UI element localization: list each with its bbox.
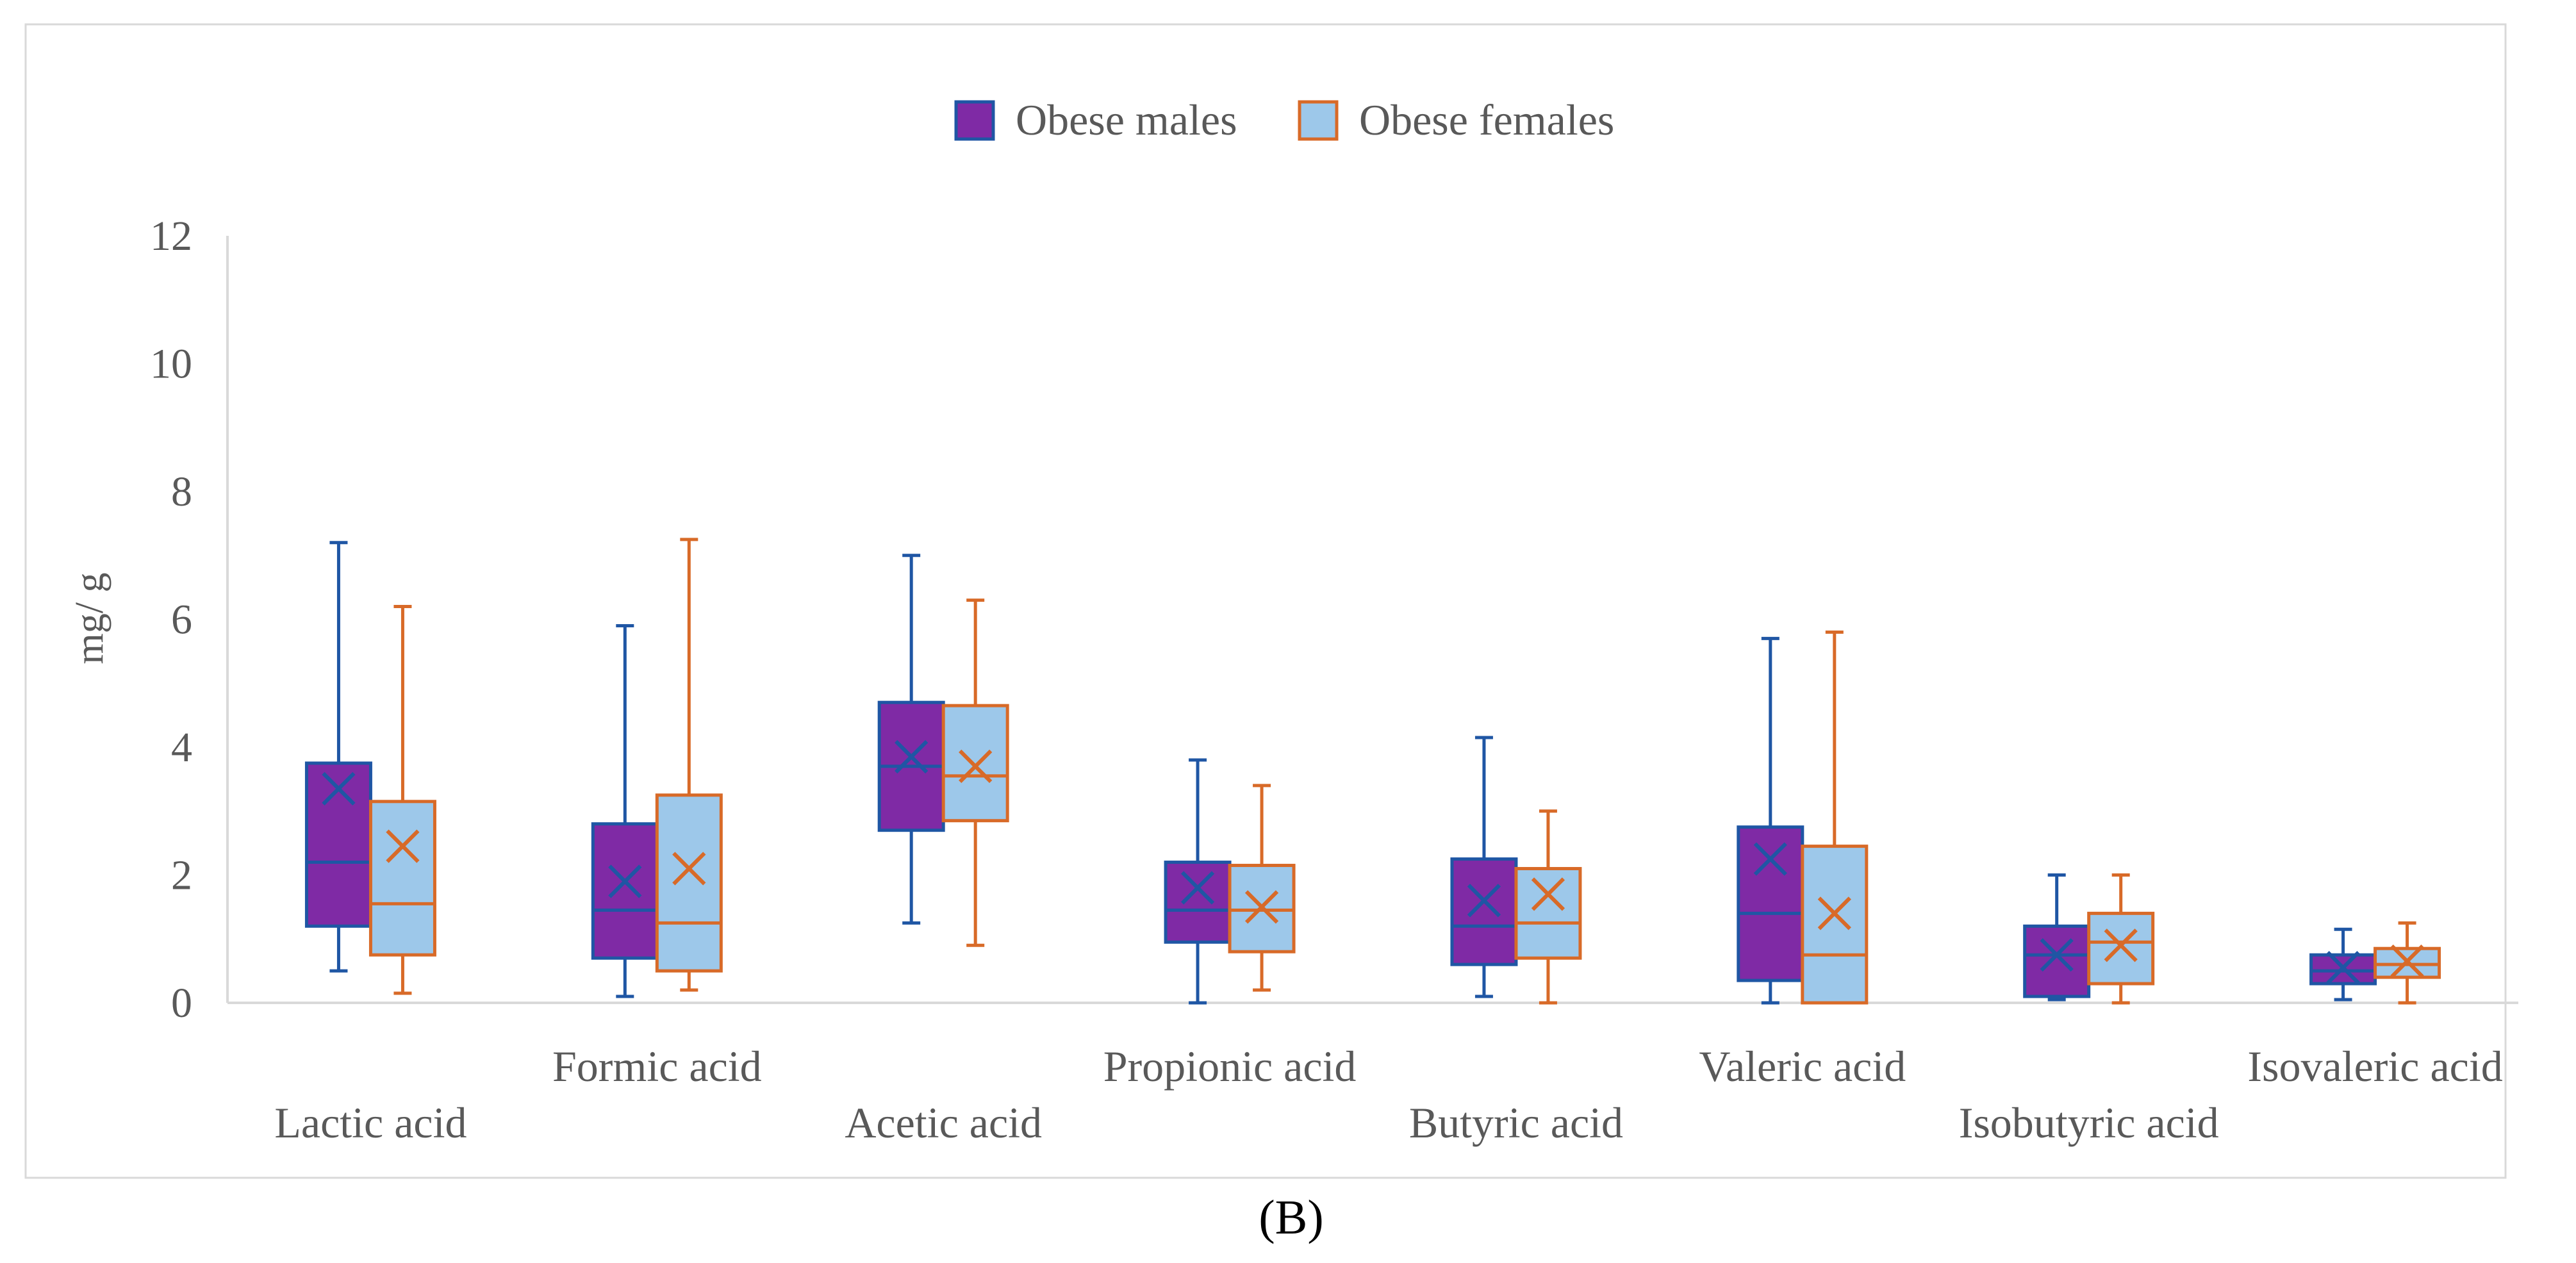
y-tick-label-6: 12 <box>150 213 192 260</box>
y-tick-labels: 0 2 4 6 8 10 12 <box>150 213 192 1027</box>
box-body <box>2087 911 2155 986</box>
box-body <box>1801 845 1869 1005</box>
legend-entry-males: Obese males <box>954 95 1237 144</box>
box-obese-females-lactic-acid <box>368 605 436 995</box>
y-axis-label: mg/ g <box>68 573 111 665</box>
chart-area-border <box>24 23 2507 1179</box>
mean-marker <box>2104 929 2138 962</box>
mean-marker <box>672 852 706 886</box>
box-body <box>368 800 436 957</box>
box-body <box>1737 825 1804 982</box>
box-obese-males-butyric-acid <box>1450 736 1518 998</box>
box-obese-females-butyric-acid <box>1514 809 1582 1005</box>
figure-caption: (B) <box>1259 1191 1323 1244</box>
mean-marker <box>1531 877 1565 911</box>
y-tick-label-3: 6 <box>171 597 192 643</box>
mean-marker <box>1244 890 1279 924</box>
category-label-isobutyric-acid: Isobutyric acid <box>1959 1098 2219 1147</box>
y-tick-label-4: 8 <box>171 468 192 515</box>
y-tick-label-2: 4 <box>171 724 192 771</box>
box-body <box>591 822 659 960</box>
category-label-acetic-acid: Acetic acid <box>845 1098 1042 1147</box>
mean-marker <box>386 829 420 863</box>
mean-marker <box>322 772 356 805</box>
mean-marker <box>1180 871 1215 905</box>
mean-marker <box>1753 842 1787 876</box>
mean-marker <box>2040 938 2074 972</box>
mean-marker <box>1467 884 1501 918</box>
box-obese-females-formic-acid <box>655 538 723 992</box>
box-body <box>655 793 723 973</box>
box-obese-females-valeric-acid <box>1801 630 1869 1005</box>
box-obese-females-isovaleric-acid <box>2374 921 2441 1005</box>
category-label-propionic-acid: Propionic acid <box>1103 1042 1357 1091</box>
mean-marker <box>2390 945 2424 978</box>
box-obese-females-acetic-acid <box>941 598 1009 947</box>
box-body <box>2023 924 2091 998</box>
category-label-valeric-acid: Valeric acid <box>1699 1042 1906 1091</box>
legend-swatch-females <box>1298 100 1339 141</box>
legend-label-females: Obese females <box>1359 95 1614 144</box>
box-obese-males-valeric-acid <box>1737 636 1804 1005</box>
mean-marker <box>1817 896 1851 930</box>
box-obese-females-propionic-acid <box>1228 784 1296 992</box>
box-obese-females-isobutyric-acid <box>2087 873 2155 1005</box>
mean-marker <box>2326 951 2360 985</box>
box-body <box>1450 857 1518 966</box>
box-obese-males-isovaleric-acid <box>2309 927 2377 1002</box>
mean-marker <box>895 739 929 774</box>
box-obese-males-lactic-acid <box>304 541 372 973</box>
category-label-isovaleric-acid: Isovaleric acid <box>2247 1042 2502 1091</box>
legend-swatch-males <box>954 100 995 141</box>
category-label-formic-acid: Formic acid <box>552 1042 762 1091</box>
y-tick-label-0: 0 <box>171 980 192 1027</box>
legend-entry-females: Obese females <box>1298 95 1614 144</box>
legend-label-males: Obese males <box>1016 95 1237 144</box>
box-body <box>941 704 1009 823</box>
box-obese-males-isobutyric-acid <box>2023 873 2091 1002</box>
mean-marker <box>608 864 642 898</box>
category-label-lactic-acid: Lactic acid <box>274 1098 466 1147</box>
box-series <box>304 538 2441 1005</box>
y-tick-label-5: 10 <box>150 341 192 388</box>
category-labels: Lactic acid Formic acid Acetic acid Propion… <box>274 1042 2502 1147</box>
box-body <box>1164 861 1232 944</box>
y-tick-label-1: 2 <box>171 852 192 899</box>
category-label-butyric-acid: Butyric acid <box>1409 1098 1623 1147</box>
mean-marker <box>959 749 993 784</box>
box-body <box>1514 867 1582 960</box>
box-obese-males-acetic-acid <box>877 554 945 925</box>
box-obese-males-formic-acid <box>591 623 659 998</box>
legend: Obese males Obese females <box>954 95 1614 144</box>
